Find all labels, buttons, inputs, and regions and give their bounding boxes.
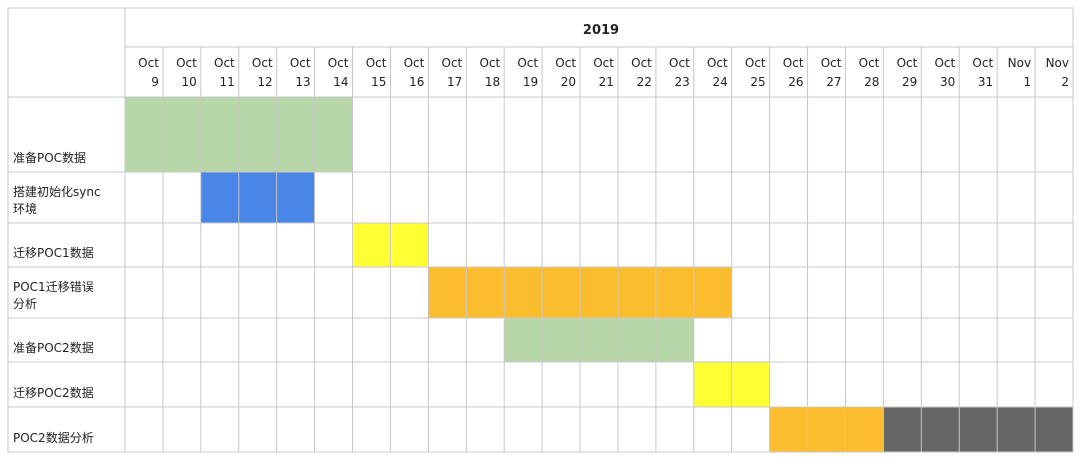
column-day-label: 26 [788, 75, 803, 89]
column-month-label: Oct [897, 56, 918, 70]
column-day-label: 29 [902, 75, 917, 89]
column-day-label: 17 [447, 75, 462, 89]
column-month-label: Oct [745, 56, 766, 70]
column-day-label: 1 [1023, 75, 1031, 89]
column-day-label: 14 [333, 75, 348, 89]
column-month-label: Oct [328, 56, 349, 70]
column-day-label: 28 [864, 75, 879, 89]
gantt-bar-row5-1 [504, 318, 694, 362]
column-month-label: Nov [1046, 56, 1069, 70]
task-label-row7: POC2数据分析 [13, 430, 94, 445]
column-month-label: Oct [176, 56, 197, 70]
task-label-row6: 迁移POC2数据 [13, 385, 94, 400]
column-month-label: Oct [783, 56, 804, 70]
task-label-row2: 搭建初始化sync [13, 185, 101, 199]
column-day-label: 16 [409, 75, 424, 89]
column-day-label: 19 [523, 75, 538, 89]
column-month-label: Oct [138, 56, 159, 70]
grid-border [7, 7, 1074, 453]
column-day-label: 12 [257, 75, 272, 89]
column-month-label: Oct [631, 56, 652, 70]
column-month-label: Oct [821, 56, 842, 70]
column-month-label: Nov [1008, 56, 1031, 70]
task-label-row4: 分析 [13, 297, 37, 311]
column-day-label: 30 [940, 75, 955, 89]
column-day-label: 20 [561, 75, 576, 89]
column-day-label: 21 [599, 75, 614, 89]
column-day-label: 11 [219, 75, 234, 89]
bars-layer [125, 97, 1073, 452]
task-label-row4: POC1迁移错误 [13, 280, 94, 294]
task-label-row3: 迁移POC1数据 [13, 245, 94, 260]
column-month-label: Oct [404, 56, 425, 70]
gantt-bar-row7-2 [883, 407, 1073, 452]
column-month-label: Oct [593, 56, 614, 70]
column-month-label: Oct [479, 56, 500, 70]
column-day-label: 18 [485, 75, 500, 89]
task-label-row2: 环境 [13, 201, 37, 216]
column-day-label: 2 [1061, 75, 1069, 89]
column-month-label: Oct [214, 56, 235, 70]
column-day-label: 15 [371, 75, 386, 89]
column-day-label: 22 [637, 75, 652, 89]
column-month-label: Oct [252, 56, 273, 70]
column-day-label: 25 [750, 75, 765, 89]
column-day-label: 27 [826, 75, 841, 89]
grid-layer [7, 7, 1074, 453]
column-month-label: Oct [669, 56, 690, 70]
column-month-label: Oct [859, 56, 880, 70]
task-label-row5: 准备POC2数据 [13, 340, 94, 355]
column-day-label: 24 [712, 75, 727, 89]
gantt-bar-row2-1 [200, 172, 315, 223]
column-month-label: Oct [555, 56, 576, 70]
column-month-label: Oct [517, 56, 538, 70]
column-month-label: Oct [290, 56, 311, 70]
text-layer: 2019 Oct9Oct10Oct11Oct12Oct13Oct14Oct15O… [13, 23, 1069, 445]
column-month-label: Oct [972, 56, 993, 70]
column-month-label: Oct [442, 56, 463, 70]
column-day-label: 13 [295, 75, 310, 89]
chart-title: 2019 [583, 23, 619, 38]
gantt-bar-row7-1 [769, 407, 884, 452]
task-label-row1: 准备POC数据 [13, 150, 86, 165]
column-month-label: Oct [366, 56, 387, 70]
column-month-label: Oct [934, 56, 955, 70]
column-day-label: 9 [151, 75, 159, 89]
column-month-label: Oct [707, 56, 728, 70]
column-day-label: 10 [182, 75, 197, 89]
column-day-label: 23 [675, 75, 690, 89]
column-day-label: 31 [978, 75, 993, 89]
